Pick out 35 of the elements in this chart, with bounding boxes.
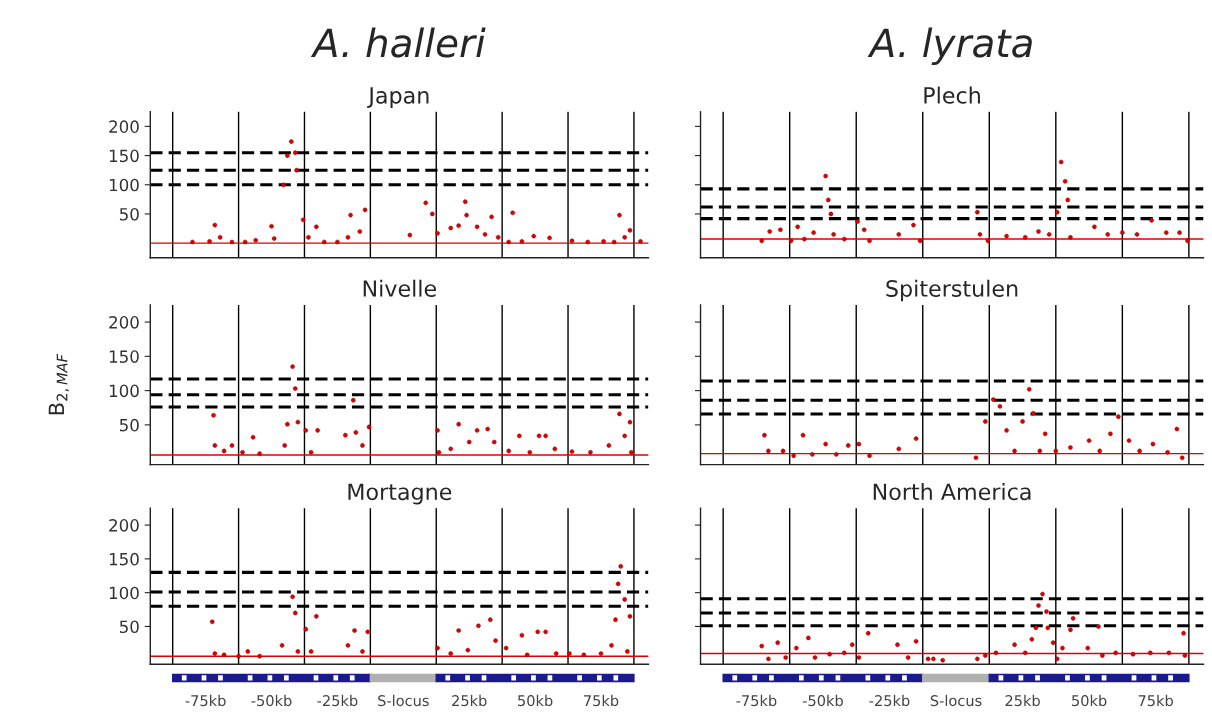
x-tick-label: 50kb [1072,694,1107,707]
y-tick-label: 150 [109,149,139,163]
x-tick-label: 50kb [518,694,553,707]
x-tick-label: 75kb [584,694,619,707]
x-tick-label: -25kb [869,694,910,707]
x-tick-label: -25kb [317,694,358,707]
x-tick-label: -50kb [251,694,292,707]
chart-title: Spiterstulen [886,279,1018,302]
x-tick-label: -50kb [802,694,843,707]
chart-title: Nivelle [363,279,436,297]
chart-subtitle: Japan [367,87,429,109]
x-tick-label: S-locus [930,694,982,707]
y-tick-label: 200 [109,120,139,133]
x-tick-label: -75kb [185,694,226,707]
y-axis-title: B$_{2,MAF}$ [48,353,70,415]
y-tick-label: 50 [119,418,139,432]
y-tick-label: 50 [119,207,139,221]
chart-title: A. lyrata [867,27,1032,66]
y-tick-label: 200 [109,519,139,532]
chart-subtitle: Plech [924,86,980,104]
chart-title: North America [873,482,1031,501]
x-tick-label: 25kb [452,694,487,707]
chart-title: A. halleri [310,27,486,58]
y-tick-label: 50 [119,620,139,634]
y-tick-label: 100 [109,586,139,600]
x-tick-label: 25kb [1005,694,1040,707]
y-tick-label: 200 [109,316,139,329]
y-tick-label: 100 [109,384,139,398]
y-tick-label: 100 [109,178,139,192]
chart-title: Mortagne [348,483,452,505]
x-tick-label: 75kb [1138,694,1173,707]
y-tick-label: 150 [109,350,139,363]
x-tick-label: S-locus [378,694,429,707]
y-tick-label: 150 [109,552,139,566]
x-tick-label: -75kb [736,694,777,707]
